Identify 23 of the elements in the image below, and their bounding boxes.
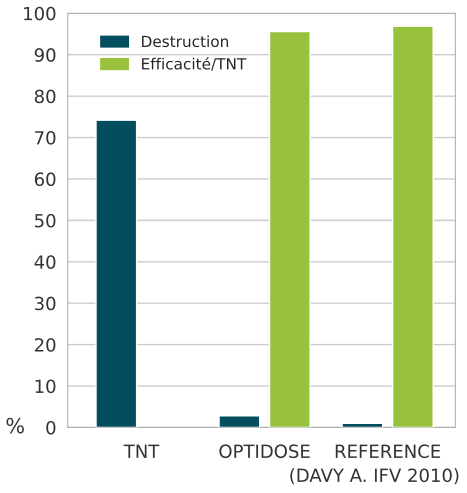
y-tick-label: 30 xyxy=(35,296,56,310)
y-tick-label: 10 xyxy=(36,379,56,394)
legend-label: Destruction xyxy=(142,35,228,48)
y-tick-label: 70 xyxy=(35,131,56,145)
y-tick-label: 100 xyxy=(24,6,56,20)
y-tick-label: 60 xyxy=(34,172,56,186)
bar xyxy=(95,119,138,428)
legend-label: Efficacité/TNT xyxy=(142,57,246,71)
text: (DAVY A. IFV 2010) xyxy=(290,468,458,484)
y-axis-title: % xyxy=(6,418,24,434)
y-tick-label: 80 xyxy=(34,90,56,104)
bar xyxy=(268,30,311,428)
y-tick-label: 20 xyxy=(34,338,56,352)
y-tick-label: 0 xyxy=(46,420,56,435)
x-tick-label: TNT xyxy=(124,444,160,458)
y-tick-label: 90 xyxy=(34,48,56,62)
x-tick-label: OPTIDOSE xyxy=(219,444,310,458)
bar xyxy=(392,25,434,428)
bar xyxy=(218,415,260,428)
x-tick-label: REFERENCE xyxy=(336,444,440,458)
bar xyxy=(341,422,384,428)
y-tick-label: 40 xyxy=(34,255,56,269)
y-tick-label: 50 xyxy=(35,214,56,228)
